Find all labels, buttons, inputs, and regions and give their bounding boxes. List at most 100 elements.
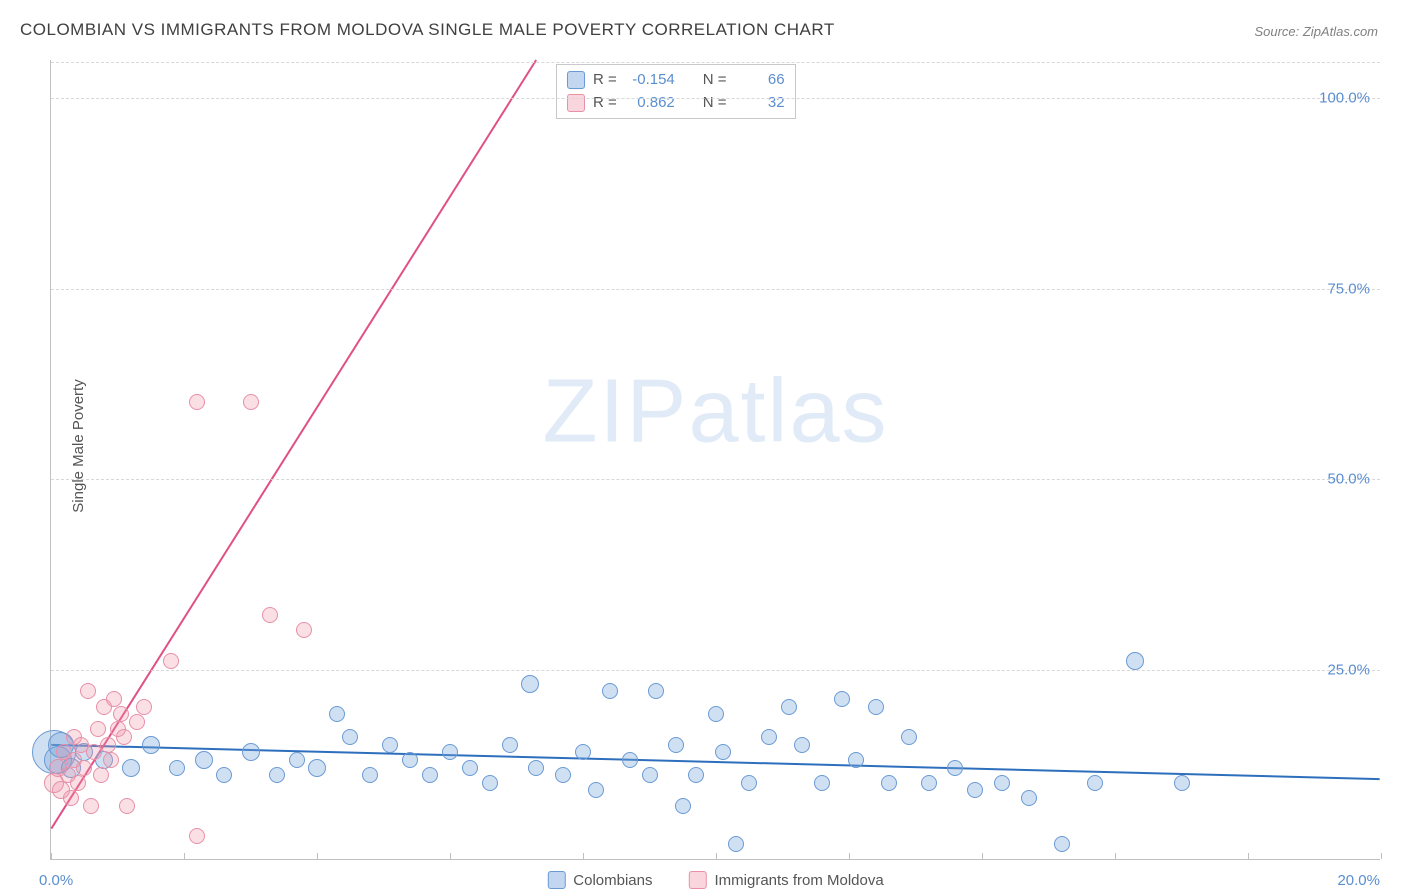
data-point — [262, 607, 278, 623]
watermark-text: ZIPatlas — [542, 360, 888, 463]
data-point — [129, 714, 145, 730]
xtick — [1115, 853, 1116, 859]
data-point — [462, 760, 478, 776]
data-point — [648, 683, 664, 699]
data-point — [675, 798, 691, 814]
legend-label-moldova: Immigrants from Moldova — [715, 872, 884, 889]
data-point — [382, 737, 398, 753]
data-point — [761, 729, 777, 745]
ytick-label: 50.0% — [1327, 471, 1370, 488]
data-point — [163, 653, 179, 669]
xtick — [716, 853, 717, 859]
data-point — [715, 744, 731, 760]
data-point — [189, 828, 205, 844]
watermark-atlas: atlas — [688, 361, 888, 461]
n-label: N = — [703, 69, 727, 92]
xtick — [1381, 853, 1382, 859]
stats-row-moldova: R = 0.862 N = 32 — [567, 92, 785, 115]
n-value-moldova: 32 — [735, 92, 785, 115]
data-point — [741, 775, 757, 791]
data-point — [688, 767, 704, 783]
swatch-blue-icon — [547, 871, 565, 889]
ytick-label: 100.0% — [1319, 90, 1370, 107]
data-point — [555, 767, 571, 783]
swatch-pink-icon — [689, 871, 707, 889]
ytick-label: 25.0% — [1327, 661, 1370, 678]
r-label: R = — [593, 69, 617, 92]
correlation-stats-box: R = -0.154 N = 66 R = 0.862 N = 32 — [556, 64, 796, 119]
data-point — [668, 737, 684, 753]
data-point — [1087, 775, 1103, 791]
data-point — [76, 760, 92, 776]
data-point — [169, 760, 185, 776]
ytick-label: 75.0% — [1327, 280, 1370, 297]
gridline — [51, 289, 1380, 290]
data-point — [834, 691, 850, 707]
data-point — [90, 721, 106, 737]
data-point — [1054, 836, 1070, 852]
source-attribution: Source: ZipAtlas.com — [1254, 24, 1378, 39]
data-point — [728, 836, 744, 852]
data-point — [100, 737, 116, 753]
data-point — [422, 767, 438, 783]
data-point — [602, 683, 618, 699]
data-point — [296, 622, 312, 638]
data-point — [848, 752, 864, 768]
data-point — [482, 775, 498, 791]
data-point — [814, 775, 830, 791]
xtick — [317, 853, 318, 859]
data-point — [83, 798, 99, 814]
data-point — [308, 759, 326, 777]
legend: Colombians Immigrants from Moldova — [547, 871, 883, 889]
data-point — [967, 782, 983, 798]
data-point — [189, 394, 205, 410]
data-point — [329, 706, 345, 722]
data-point — [921, 775, 937, 791]
xtick — [450, 853, 451, 859]
r-value-moldova: 0.862 — [625, 92, 675, 115]
gridline — [51, 479, 1380, 480]
data-point — [106, 691, 122, 707]
data-point — [342, 729, 358, 745]
data-point — [588, 782, 604, 798]
gridline — [51, 670, 1380, 671]
r-value-colombians: -0.154 — [625, 69, 675, 92]
data-point — [93, 767, 109, 783]
data-point — [70, 775, 86, 791]
data-point — [781, 699, 797, 715]
data-point — [794, 737, 810, 753]
data-point — [402, 752, 418, 768]
chart-title: COLOMBIAN VS IMMIGRANTS FROM MOLDOVA SIN… — [20, 20, 835, 40]
xtick-label: 20.0% — [1337, 872, 1380, 889]
xtick — [51, 853, 52, 859]
data-point — [994, 775, 1010, 791]
swatch-pink-icon — [567, 94, 585, 112]
data-point — [442, 744, 458, 760]
data-point — [1126, 652, 1144, 670]
xtick — [849, 853, 850, 859]
data-point — [289, 752, 305, 768]
trend-lines-svg — [51, 60, 1380, 859]
data-point — [142, 736, 160, 754]
data-point — [122, 759, 140, 777]
xtick — [1248, 853, 1249, 859]
xtick — [583, 853, 584, 859]
data-point — [216, 767, 232, 783]
swatch-blue-icon — [567, 71, 585, 89]
data-point — [362, 767, 378, 783]
data-point — [642, 767, 658, 783]
data-point — [119, 798, 135, 814]
xtick — [982, 853, 983, 859]
data-point — [868, 699, 884, 715]
data-point — [528, 760, 544, 776]
data-point — [113, 706, 129, 722]
data-point — [63, 790, 79, 806]
xtick-label: 0.0% — [39, 872, 73, 889]
n-label: N = — [703, 92, 727, 115]
gridline — [51, 62, 1380, 63]
legend-item-colombians: Colombians — [547, 871, 652, 889]
data-point — [242, 743, 260, 761]
xtick — [184, 853, 185, 859]
data-point — [116, 729, 132, 745]
data-point — [881, 775, 897, 791]
